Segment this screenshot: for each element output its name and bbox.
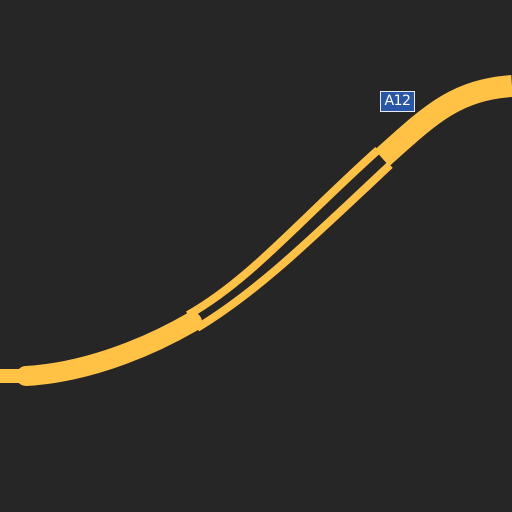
road-shield-a12[interactable]: A12: [380, 91, 415, 112]
motorway-west-segment[interactable]: [16, 312, 202, 386]
carriageway-northbound[interactable]: [186, 147, 381, 319]
road-shield-label: A12: [384, 93, 411, 109]
carriageway-southbound[interactable]: [194, 162, 393, 332]
motorway-east-segment[interactable]: [374, 75, 512, 167]
